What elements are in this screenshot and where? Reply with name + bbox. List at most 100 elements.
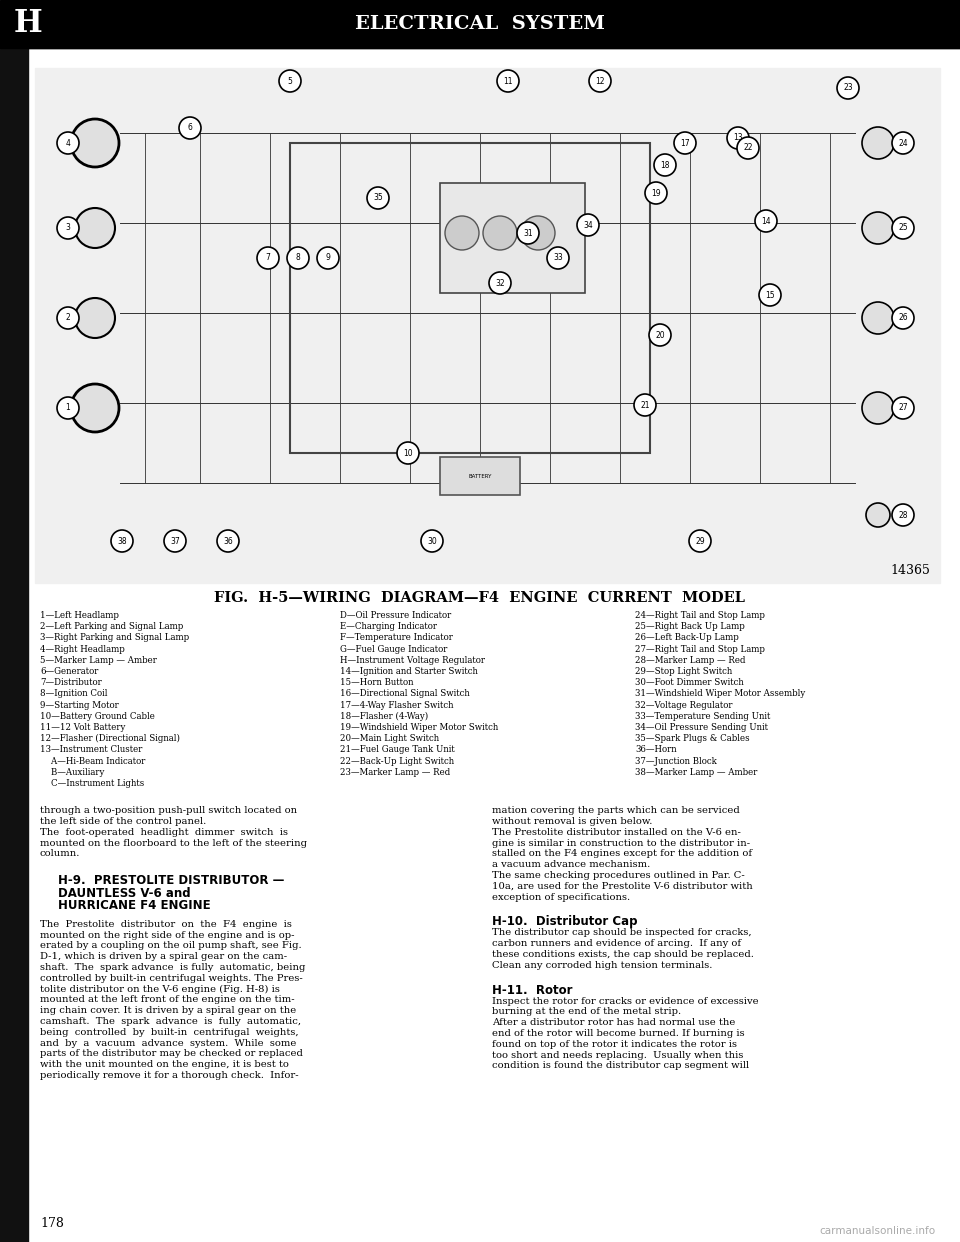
Text: 36—Horn: 36—Horn bbox=[635, 745, 677, 754]
Circle shape bbox=[397, 442, 419, 465]
Text: 6: 6 bbox=[187, 123, 192, 133]
Text: Inspect the rotor for cracks or evidence of excessive: Inspect the rotor for cracks or evidence… bbox=[492, 996, 758, 1006]
Text: 24—Right Tail and Stop Lamp: 24—Right Tail and Stop Lamp bbox=[635, 611, 765, 620]
Text: 38—Marker Lamp — Amber: 38—Marker Lamp — Amber bbox=[635, 768, 757, 776]
Text: 3—Right Parking and Signal Lamp: 3—Right Parking and Signal Lamp bbox=[40, 633, 189, 642]
Text: 6—Generator: 6—Generator bbox=[40, 667, 98, 676]
Text: 15: 15 bbox=[765, 291, 775, 299]
Circle shape bbox=[179, 117, 201, 139]
Circle shape bbox=[866, 503, 890, 527]
Text: 34: 34 bbox=[583, 221, 593, 230]
Text: 35: 35 bbox=[373, 194, 383, 202]
Text: RESTORATION: RESTORATION bbox=[490, 12, 632, 30]
Text: 34—Oil Pressure Sending Unit: 34—Oil Pressure Sending Unit bbox=[635, 723, 768, 732]
Circle shape bbox=[645, 183, 667, 204]
Text: 11—12 Volt Battery: 11—12 Volt Battery bbox=[40, 723, 126, 732]
Text: 27—Right Tail and Stop Lamp: 27—Right Tail and Stop Lamp bbox=[635, 645, 765, 653]
Text: 14365: 14365 bbox=[890, 564, 930, 578]
Text: 9: 9 bbox=[325, 253, 330, 262]
Circle shape bbox=[862, 127, 894, 159]
Circle shape bbox=[577, 214, 599, 236]
Text: 5—Marker Lamp — Amber: 5—Marker Lamp — Amber bbox=[40, 656, 156, 664]
Circle shape bbox=[727, 127, 749, 149]
Text: The same checking procedures outlined in Par. C-: The same checking procedures outlined in… bbox=[492, 871, 745, 881]
Text: 2: 2 bbox=[65, 313, 70, 323]
Circle shape bbox=[75, 207, 115, 248]
Text: 1: 1 bbox=[65, 404, 70, 412]
Text: 17—4-Way Flasher Switch: 17—4-Way Flasher Switch bbox=[340, 700, 453, 709]
Circle shape bbox=[75, 298, 115, 338]
Text: 30—Foot Dimmer Switch: 30—Foot Dimmer Switch bbox=[635, 678, 744, 687]
Text: 31: 31 bbox=[523, 229, 533, 237]
Bar bbox=[440, 183, 585, 293]
Text: C—Instrument Lights: C—Instrument Lights bbox=[40, 779, 144, 787]
Circle shape bbox=[892, 307, 914, 329]
Text: 22: 22 bbox=[743, 144, 753, 153]
Text: The  Prestolite  distributor  on  the  F4  engine  is: The Prestolite distributor on the F4 eng… bbox=[40, 919, 292, 929]
Text: 13: 13 bbox=[733, 133, 743, 143]
Circle shape bbox=[483, 216, 517, 250]
Text: 23—Marker Lamp — Red: 23—Marker Lamp — Red bbox=[340, 768, 450, 776]
Text: without removal is given below.: without removal is given below. bbox=[492, 817, 653, 826]
Text: tolite distributor on the V-6 engine (Fig. H-8) is: tolite distributor on the V-6 engine (Fi… bbox=[40, 985, 280, 994]
Text: burning at the end of the metal strip.: burning at the end of the metal strip. bbox=[492, 1007, 682, 1016]
Text: end of the rotor will become burned. If burning is: end of the rotor will become burned. If … bbox=[492, 1030, 745, 1038]
Text: 8—Ignition Coil: 8—Ignition Coil bbox=[40, 689, 108, 698]
Text: 21: 21 bbox=[640, 400, 650, 410]
Circle shape bbox=[517, 222, 539, 243]
Text: through a two-position push-pull switch located on: through a two-position push-pull switch … bbox=[40, 806, 298, 815]
Text: 5: 5 bbox=[288, 77, 293, 86]
Text: 29: 29 bbox=[695, 537, 705, 545]
Text: 13—Instrument Cluster: 13—Instrument Cluster bbox=[40, 745, 142, 754]
Circle shape bbox=[862, 302, 894, 334]
Circle shape bbox=[892, 397, 914, 419]
Circle shape bbox=[589, 70, 611, 92]
Text: 16—Directional Signal Switch: 16—Directional Signal Switch bbox=[340, 689, 469, 698]
Text: Clean any corroded high tension terminals.: Clean any corroded high tension terminal… bbox=[492, 961, 712, 970]
Circle shape bbox=[164, 530, 186, 551]
Text: the left side of the control panel.: the left side of the control panel. bbox=[40, 817, 206, 826]
Circle shape bbox=[279, 70, 301, 92]
Text: The  foot-operated  headlight  dimmer  switch  is: The foot-operated headlight dimmer switc… bbox=[40, 828, 288, 837]
Circle shape bbox=[689, 530, 711, 551]
Text: 18—Flasher (4-Way): 18—Flasher (4-Way) bbox=[340, 712, 428, 720]
Text: stalled on the F4 engines except for the addition of: stalled on the F4 engines except for the… bbox=[492, 850, 752, 858]
Text: 33: 33 bbox=[553, 253, 563, 262]
Text: E—Charging Indicator: E—Charging Indicator bbox=[340, 622, 437, 631]
Circle shape bbox=[317, 247, 339, 270]
Text: H-11.  Rotor: H-11. Rotor bbox=[492, 984, 572, 996]
Text: 2—Left Parking and Signal Lamp: 2—Left Parking and Signal Lamp bbox=[40, 622, 183, 631]
Text: mounted on the right side of the engine and is op-: mounted on the right side of the engine … bbox=[40, 930, 295, 939]
Circle shape bbox=[217, 530, 239, 551]
Text: The distributor cap should be inspected for cracks,: The distributor cap should be inspected … bbox=[492, 929, 752, 938]
Text: camshaft.  The  spark  advance  is  fully  automatic,: camshaft. The spark advance is fully aut… bbox=[40, 1017, 301, 1026]
Circle shape bbox=[57, 307, 79, 329]
Circle shape bbox=[737, 137, 759, 159]
Circle shape bbox=[57, 217, 79, 238]
Text: 20—Main Light Switch: 20—Main Light Switch bbox=[340, 734, 439, 743]
Text: 22—Back-Up Light Switch: 22—Back-Up Light Switch bbox=[340, 756, 454, 765]
Text: mounted on the floorboard to the left of the steering: mounted on the floorboard to the left of… bbox=[40, 838, 307, 847]
Text: and  by  a  vacuum  advance  system.  While  some: and by a vacuum advance system. While so… bbox=[40, 1038, 297, 1047]
Circle shape bbox=[862, 392, 894, 424]
Circle shape bbox=[71, 119, 119, 166]
Text: After a distributor rotor has had normal use the: After a distributor rotor has had normal… bbox=[492, 1018, 735, 1027]
Text: these conditions exists, the cap should be replaced.: these conditions exists, the cap should … bbox=[492, 950, 754, 959]
Text: 23: 23 bbox=[843, 83, 852, 92]
Text: controlled by built-in centrifugal weights. The Pres-: controlled by built-in centrifugal weigh… bbox=[40, 974, 302, 982]
Circle shape bbox=[489, 272, 511, 294]
Circle shape bbox=[634, 394, 656, 416]
Text: 11: 11 bbox=[503, 77, 513, 86]
Text: too short and needs replacing.  Usually when this: too short and needs replacing. Usually w… bbox=[492, 1051, 743, 1059]
Text: 10: 10 bbox=[403, 448, 413, 457]
Text: 4: 4 bbox=[65, 139, 70, 148]
Circle shape bbox=[257, 247, 279, 270]
Text: 30: 30 bbox=[427, 537, 437, 545]
Text: 38: 38 bbox=[117, 537, 127, 545]
Text: shaft.  The  spark advance  is fully  automatic, being: shaft. The spark advance is fully automa… bbox=[40, 963, 305, 972]
Text: 4—Right Headlamp: 4—Right Headlamp bbox=[40, 645, 125, 653]
Text: 19—Windshield Wiper Motor Switch: 19—Windshield Wiper Motor Switch bbox=[340, 723, 498, 732]
Circle shape bbox=[654, 154, 676, 176]
Text: F—Temperature Indicator: F—Temperature Indicator bbox=[340, 633, 453, 642]
Text: 26—Left Back-Up Lamp: 26—Left Back-Up Lamp bbox=[635, 633, 739, 642]
